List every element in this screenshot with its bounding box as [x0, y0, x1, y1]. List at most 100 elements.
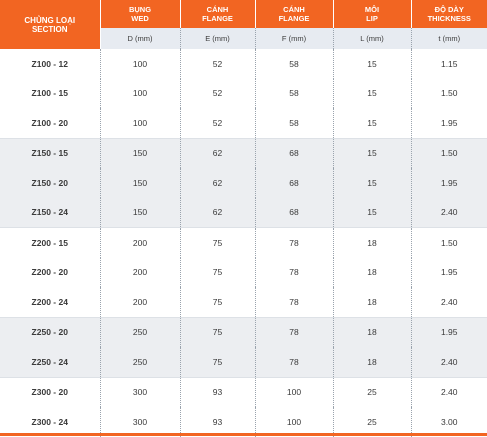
unit-cell: D (mm) — [100, 28, 180, 49]
header-text: BỤNG — [101, 5, 180, 14]
unit-cell: L (mm) — [333, 28, 411, 49]
unit-cell: t (mm) — [411, 28, 487, 49]
value-cell: 75 — [180, 317, 255, 347]
section-cell: Z250 - 20 — [0, 317, 100, 347]
value-cell: 68 — [255, 138, 333, 168]
section-cell: Z100 - 12 — [0, 49, 100, 79]
value-cell: 15 — [333, 138, 411, 168]
value-cell: 150 — [100, 198, 180, 228]
value-cell: 200 — [100, 258, 180, 288]
value-cell: 78 — [255, 228, 333, 258]
section-cell: Z100 - 15 — [0, 79, 100, 109]
unit-cell: E (mm) — [180, 28, 255, 49]
section-cell: Z150 - 24 — [0, 198, 100, 228]
value-cell: 2.40 — [411, 198, 487, 228]
value-cell: 52 — [180, 79, 255, 109]
header-text: MÔI — [334, 5, 411, 14]
value-cell: 78 — [255, 287, 333, 317]
value-cell: 2.40 — [411, 377, 487, 407]
value-cell: 68 — [255, 168, 333, 198]
value-cell: 75 — [180, 258, 255, 288]
value-cell: 200 — [100, 228, 180, 258]
value-cell: 100 — [255, 377, 333, 407]
value-cell: 78 — [255, 258, 333, 288]
value-cell: 100 — [100, 108, 180, 138]
value-cell: 15 — [333, 198, 411, 228]
header-subtext: LIP — [334, 14, 411, 23]
value-cell: 18 — [333, 287, 411, 317]
value-cell: 15 — [333, 49, 411, 79]
value-cell: 150 — [100, 168, 180, 198]
header-subtext: WED — [101, 14, 180, 23]
value-cell: 2.40 — [411, 287, 487, 317]
header-text: CHỦNG LOẠI — [0, 16, 100, 25]
value-cell: 1.50 — [411, 79, 487, 109]
value-cell: 68 — [255, 198, 333, 228]
value-cell: 1.15 — [411, 49, 487, 79]
value-cell: 150 — [100, 138, 180, 168]
value-cell: 15 — [333, 168, 411, 198]
value-cell: 58 — [255, 108, 333, 138]
value-cell: 1.95 — [411, 108, 487, 138]
value-cell: 58 — [255, 49, 333, 79]
section-cell: Z100 - 20 — [0, 108, 100, 138]
section-cell: Z250 - 24 — [0, 347, 100, 377]
value-cell: 52 — [180, 108, 255, 138]
value-cell: 93 — [180, 377, 255, 407]
value-cell: 1.95 — [411, 317, 487, 347]
section-cell: Z150 - 20 — [0, 168, 100, 198]
section-cell: Z150 - 15 — [0, 138, 100, 168]
value-cell: 62 — [180, 198, 255, 228]
value-cell: 1.50 — [411, 228, 487, 258]
value-cell: 100 — [100, 79, 180, 109]
value-cell: 15 — [333, 79, 411, 109]
header-subtext: FLANGE — [181, 14, 255, 23]
header-subtext: SECTION — [0, 25, 100, 34]
header-text: CÁNH — [181, 5, 255, 14]
value-cell: 78 — [255, 317, 333, 347]
value-cell: 62 — [180, 138, 255, 168]
section-cell: Z200 - 15 — [0, 228, 100, 258]
value-cell: 100 — [100, 49, 180, 79]
value-cell: 25 — [333, 377, 411, 407]
value-cell: 1.95 — [411, 168, 487, 198]
header-subtext: THICKNESS — [412, 14, 487, 23]
value-cell: 250 — [100, 347, 180, 377]
value-cell: 18 — [333, 347, 411, 377]
value-cell: 62 — [180, 168, 255, 198]
value-cell: 58 — [255, 79, 333, 109]
value-cell: 1.50 — [411, 138, 487, 168]
value-cell: 1.95 — [411, 258, 487, 288]
value-cell: 18 — [333, 258, 411, 288]
value-cell: 75 — [180, 347, 255, 377]
value-cell: 75 — [180, 228, 255, 258]
value-cell: 18 — [333, 317, 411, 347]
unit-cell: F (mm) — [255, 28, 333, 49]
value-cell: 15 — [333, 108, 411, 138]
value-cell: 78 — [255, 347, 333, 377]
value-cell: 52 — [180, 49, 255, 79]
header-text: CÁNH — [256, 5, 333, 14]
value-cell: 250 — [100, 317, 180, 347]
